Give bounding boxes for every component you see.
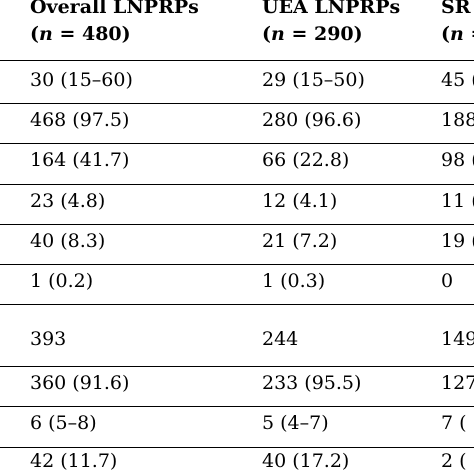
table-row: 393 244 149 xyxy=(0,304,474,366)
row-divider xyxy=(0,143,474,144)
cell-sr: 45 ( xyxy=(441,69,474,91)
cell-uea: 280 (96.6) xyxy=(262,109,362,131)
cell-overall: 393 xyxy=(30,328,67,350)
cell-sr: 11 ( xyxy=(441,190,474,212)
table-header: Overall LNPRPs (n = 480) UEA LNPRPs (n =… xyxy=(0,0,474,60)
column-title: UEA LNPRPs xyxy=(262,0,401,18)
cell-uea: 233 (95.5) xyxy=(262,372,362,394)
cell-sr: 98 ( xyxy=(441,149,474,171)
column-title: SR xyxy=(441,0,471,18)
cell-uea: 244 xyxy=(262,328,299,350)
cell-sr: 0 xyxy=(441,270,454,292)
row-divider xyxy=(0,103,474,104)
cell-uea: 40 (17.2) xyxy=(262,450,350,472)
table-row: 468 (97.5) 280 (96.6) 188 xyxy=(0,103,474,143)
table-row: 23 (4.8) 12 (4.1) 11 ( xyxy=(0,184,474,224)
row-divider xyxy=(0,447,474,448)
cell-uea: 29 (15–50) xyxy=(262,69,365,91)
column-title: Overall LNPRPs xyxy=(30,0,199,18)
table-row: 6 (5–8) 5 (4–7) 7 ( xyxy=(0,406,474,447)
column-sample-size: (n = 480) xyxy=(30,23,131,45)
column-sample-size: (n = xyxy=(441,23,474,45)
cell-uea: 12 (4.1) xyxy=(262,190,338,212)
cell-uea: 21 (7.2) xyxy=(262,230,338,252)
column-header-sr: SR (n = xyxy=(441,0,474,48)
cell-overall: 360 (91.6) xyxy=(30,372,130,394)
column-header-uea: UEA LNPRPs (n = 290) xyxy=(262,0,400,48)
table-row: 42 (11.7) 40 (17.2) 2 ( xyxy=(0,447,474,474)
table-row: 164 (41.7) 66 (22.8) 98 ( xyxy=(0,143,474,184)
cell-sr: 2 ( xyxy=(441,450,467,472)
cell-uea: 1 (0.3) xyxy=(262,270,326,292)
cell-overall: 42 (11.7) xyxy=(30,450,118,472)
row-divider xyxy=(0,366,474,367)
row-divider xyxy=(0,264,474,265)
cell-overall: 40 (8.3) xyxy=(30,230,106,252)
cell-sr: 127 xyxy=(441,372,474,394)
cell-sr: 19 ( xyxy=(441,230,474,252)
cell-overall: 30 (15–60) xyxy=(30,69,133,91)
cell-overall: 468 (97.5) xyxy=(30,109,130,131)
cell-uea: 66 (22.8) xyxy=(262,149,350,171)
cell-overall: 6 (5–8) xyxy=(30,412,97,434)
cell-overall: 164 (41.7) xyxy=(30,149,130,171)
row-divider xyxy=(0,304,474,305)
column-sample-size: (n = 290) xyxy=(262,23,363,45)
row-divider xyxy=(0,184,474,185)
cell-sr: 188 xyxy=(441,109,474,131)
cell-overall: 1 (0.2) xyxy=(30,270,94,292)
row-divider xyxy=(0,406,474,407)
table-row: 1 (0.2) 1 (0.3) 0 xyxy=(0,264,474,304)
header-divider xyxy=(0,60,474,61)
cell-sr: 149 xyxy=(441,328,474,350)
column-header-overall: Overall LNPRPs (n = 480) xyxy=(30,0,199,48)
row-divider xyxy=(0,224,474,225)
table-row: 40 (8.3) 21 (7.2) 19 ( xyxy=(0,224,474,264)
cell-overall: 23 (4.8) xyxy=(30,190,106,212)
cell-sr: 7 ( xyxy=(441,412,467,434)
table-row: 360 (91.6) 233 (95.5) 127 xyxy=(0,366,474,406)
table-row: 30 (15–60) 29 (15–50) 45 ( xyxy=(0,60,474,103)
cell-uea: 5 (4–7) xyxy=(262,412,329,434)
